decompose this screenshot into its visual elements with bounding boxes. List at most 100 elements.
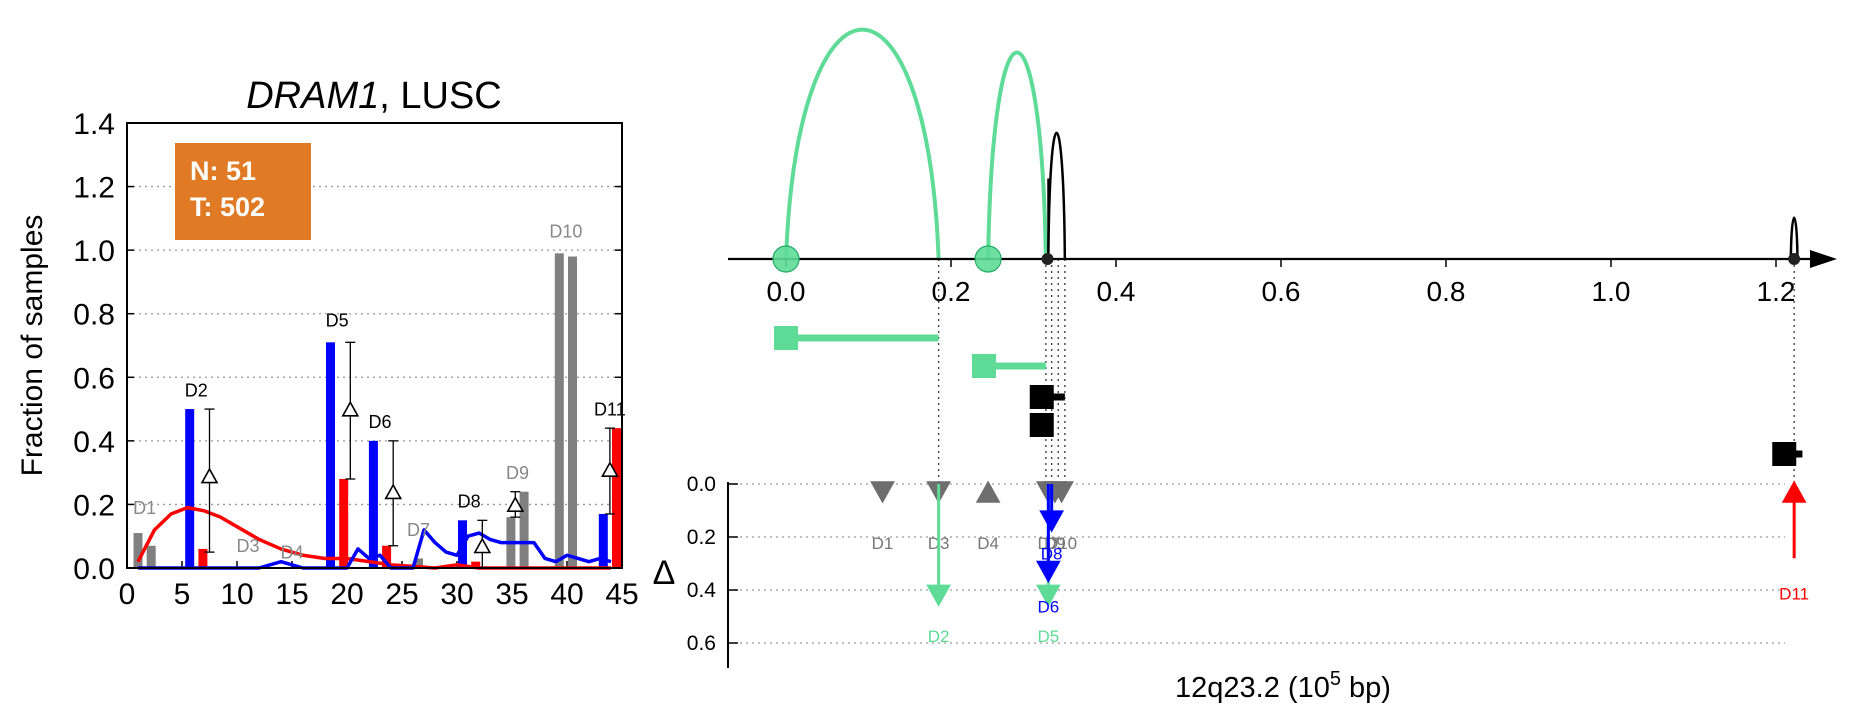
domain-label-d2: D2: [185, 380, 208, 400]
domain-label-d10: D10: [549, 221, 582, 241]
x-tick-label: 5: [174, 578, 191, 611]
y-tick-label: 1.4: [73, 108, 115, 141]
bar-d10: [554, 253, 564, 569]
bar-d5: [326, 342, 335, 568]
marker-label-d2: D2: [928, 627, 950, 646]
domain-label-d9: D9: [506, 463, 529, 483]
junction-arc: [784, 27, 941, 260]
y-tick-label: 0.2: [73, 489, 115, 522]
domain-label-d4: D4: [280, 542, 303, 562]
locus-tick-label: 0.4: [1097, 276, 1136, 307]
bar-d6: [368, 440, 378, 568]
locus-axis-label-sup: 5: [1330, 668, 1341, 690]
domain-label-d5: D5: [326, 310, 349, 330]
bar-d11: [612, 428, 621, 568]
y-tick-label: 0.6: [73, 362, 115, 395]
locus-tick-label: 0.6: [1262, 276, 1301, 307]
bar-d10: [568, 256, 577, 568]
locus-tick-label: 0.0: [767, 276, 806, 307]
chart-title-gene: DRAM1: [246, 75, 379, 117]
bar-d1: [146, 545, 156, 568]
locus-axis-label-main: 12q23.2 (10: [1175, 672, 1330, 704]
marker-label-d6: D6: [1037, 598, 1059, 617]
locus-tick-label: 1.0: [1592, 276, 1631, 307]
x-tick-label: 45: [605, 578, 638, 611]
legend-tumor-count: T: 502: [190, 192, 265, 222]
exon-dot: [1041, 253, 1054, 265]
left-bar-chart: 0.0 0.2 0.4 0.6 0.8 1.0 1.2 1.4 0 5 10 15 20 25 30 35 40…: [16, 75, 639, 611]
y-axis-label: Fraction of samples: [16, 215, 49, 477]
domain-label-d11: D11: [594, 399, 626, 419]
x-tick-label: 35: [495, 578, 528, 611]
delta-tick-label: 0.4: [687, 579, 717, 602]
bar-d7: [414, 558, 423, 568]
delta-arrow-d2: [926, 584, 951, 607]
delta-tick-label: 0.6: [687, 632, 716, 655]
bar-d1: [133, 533, 143, 568]
bar-d5: [339, 479, 349, 568]
locus-axis-label: 12q23.2 (105 bp): [1175, 668, 1391, 704]
exon-dot: [1788, 253, 1801, 265]
domain-label-d7: D7: [407, 520, 430, 540]
marker-label-d1: D1: [872, 534, 894, 553]
locus-axis-arrow: [1810, 250, 1837, 268]
delta-marker-d8: [473, 537, 492, 554]
locus-tick-label: 0.2: [932, 276, 971, 307]
domain-label-d3: D3: [236, 536, 259, 556]
y-tick-label: 0.4: [73, 426, 115, 459]
isoform-box: [774, 326, 798, 350]
delta-tick-label: 0.0: [687, 473, 716, 496]
isoform-box: [1029, 385, 1054, 409]
delta-marker-d6: [384, 483, 403, 500]
marker-label-d10: D10: [1046, 534, 1077, 553]
bar-d9: [519, 491, 529, 568]
isoform-box: [1029, 413, 1054, 437]
delta-arrow-d6: [1035, 560, 1061, 583]
delta-tick-label: 0.2: [687, 526, 716, 549]
delta-arrow-d11: [1781, 480, 1807, 503]
legend-box: [175, 143, 311, 240]
y-tick-label: 0.0: [73, 553, 115, 586]
x-tick-label: 20: [330, 578, 363, 611]
legend-normal-count: N: 51: [190, 156, 256, 186]
bar-d2: [198, 548, 208, 568]
chart-title-rest: , LUSC: [379, 75, 501, 117]
delta-axis-label: Δ: [653, 554, 676, 592]
x-tick-label: 10: [220, 578, 253, 611]
y-tick-label: 1.2: [73, 172, 115, 205]
domain-marker-d10: [1049, 481, 1074, 504]
junction-arc: [1789, 216, 1799, 260]
marker-label-d4: D4: [977, 534, 999, 553]
isoform-box: [1772, 442, 1797, 466]
delta-marker-d11: [601, 461, 619, 478]
domain-label-d8: D8: [458, 492, 481, 512]
junction-arc: [1047, 131, 1067, 260]
delta-arrow-d5: [1035, 584, 1061, 607]
delta-arrow-d8: [1039, 510, 1065, 533]
domain-marker-d1: [870, 481, 895, 504]
bar-d11: [598, 513, 608, 568]
right-locus-chart: 0.00.20.40.6Δ0.00.20.40.60.81.01.2D1D3D4…: [653, 27, 1837, 704]
domain-label-d1: D1: [133, 498, 156, 518]
isoform-box: [972, 354, 996, 378]
y-tick-label: 0.8: [73, 299, 115, 332]
x-tick-label: 40: [550, 578, 583, 611]
bar-d6: [382, 545, 392, 568]
exon-circle: [772, 245, 800, 273]
bar-d8: [471, 561, 481, 568]
marker-label-d5: D5: [1037, 627, 1059, 646]
y-tick-label: 1.0: [73, 235, 115, 268]
chart-title: DRAM1, LUSC: [246, 75, 502, 117]
x-tick-label: 30: [440, 578, 473, 611]
delta-marker-d5: [341, 400, 360, 417]
exon-circle: [974, 245, 1002, 273]
locus-axis-label-tail: bp): [1341, 672, 1391, 704]
locus-tick-label: 0.8: [1427, 276, 1466, 307]
marker-label-d8: D8: [1041, 545, 1063, 564]
marker-label-d11: D11: [1779, 584, 1809, 603]
junction-arc: [986, 50, 1048, 260]
domain-marker-d4: [975, 480, 1001, 503]
locus-tick-label: 1.2: [1757, 276, 1796, 307]
x-tick-label: 0: [119, 578, 136, 611]
delta-marker-d2: [200, 467, 219, 484]
